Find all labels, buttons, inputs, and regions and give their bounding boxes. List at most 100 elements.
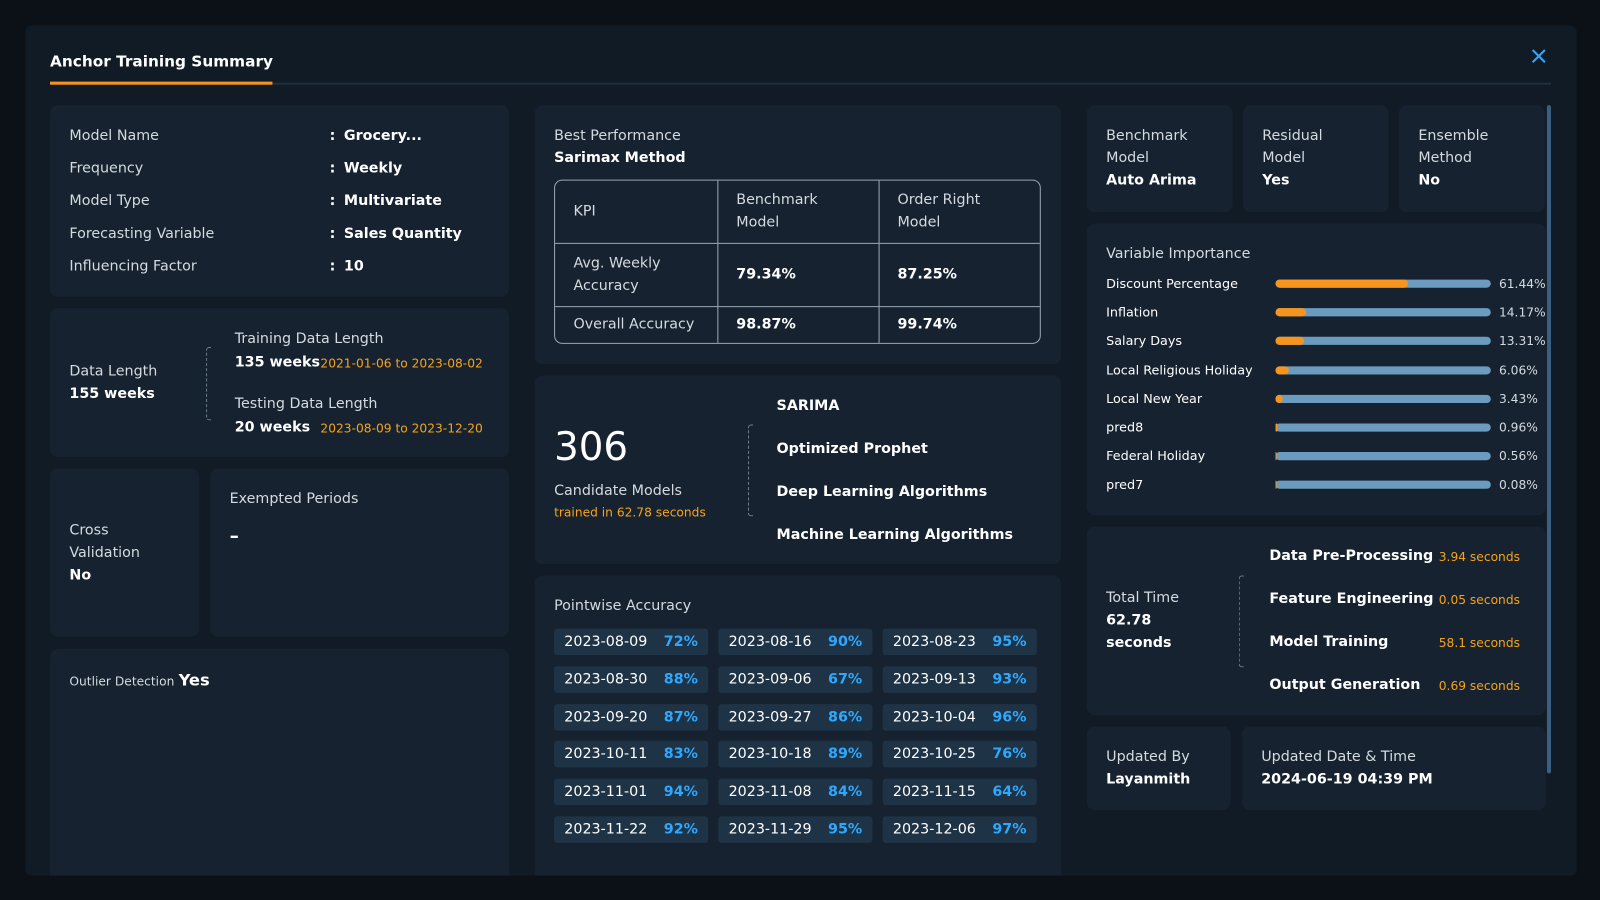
label: Cross Validation: [69, 522, 140, 562]
method: Machine Learning Algorithms: [776, 526, 1013, 543]
label: Testing Data Length: [234, 395, 378, 413]
step-time: 0.05 seconds: [1438, 592, 1520, 608]
field-label: Forecasting Variable: [69, 225, 215, 242]
variable-importance-panel: Variable Importance Discount Percentage 61…: [1086, 223, 1546, 516]
scrollbar[interactable]: [1546, 105, 1552, 774]
variable-name: Local New Year: [1106, 390, 1203, 406]
label: Total Time: [1106, 589, 1179, 607]
field-value: 10: [343, 258, 364, 275]
variable-name: Inflation: [1106, 304, 1159, 320]
step-time: 0.69 seconds: [1438, 678, 1520, 693]
percent: 67%: [828, 671, 863, 688]
table-cell: 87.25%: [879, 244, 1040, 308]
percent: 93%: [992, 671, 1027, 688]
percent: 94%: [663, 783, 698, 801]
accuracy-chip: 2023-11-08 84%: [718, 778, 873, 806]
label: Updated By: [1106, 748, 1190, 766]
variable-name: pred8: [1106, 419, 1144, 435]
accuracy-chip: 2023-09-06 67%: [718, 666, 873, 693]
bar-track: [1275, 337, 1491, 346]
date: 2023-09-20: [564, 708, 648, 726]
variable-name: Local Religious Holiday: [1106, 361, 1253, 378]
value: Layanmith: [1106, 771, 1191, 788]
accuracy-chip: 2023-10-11 83%: [554, 741, 709, 768]
value: No: [1418, 172, 1441, 189]
accuracy-chip: 2023-10-25 76%: [882, 741, 1037, 768]
value-label: 0.08%: [1498, 477, 1538, 493]
step-name: Output Generation: [1269, 676, 1421, 693]
value: 135 weeks: [234, 354, 321, 371]
accuracy-chip: 2023-08-16 90%: [718, 628, 873, 656]
bar-track: [1275, 452, 1491, 461]
accuracy-chip: 2023-11-01 94%: [554, 778, 709, 806]
label: Residual Model: [1262, 127, 1323, 167]
date: 2023-12-06: [892, 821, 976, 838]
value: –: [229, 525, 239, 547]
date: 2023-11-08: [728, 783, 812, 801]
field-value: Multivariate: [343, 192, 442, 210]
step-time: 3.94 seconds: [1438, 549, 1520, 565]
total-time-panel: Total Time 62.78 seconds Data Pre-Processi…: [1086, 526, 1546, 716]
label: Outlier Detection: [69, 674, 175, 689]
accuracy-chip: 2023-10-04 96%: [882, 703, 1037, 731]
percent: 89%: [828, 746, 863, 763]
value: Sarimax Method: [554, 149, 686, 167]
value-label: 14.17%: [1498, 305, 1546, 320]
percent: 86%: [828, 708, 863, 726]
note: trained in 62.78 seconds: [554, 505, 706, 520]
bracket: [206, 346, 212, 421]
exempted-periods-panel: Exempted Periods –: [210, 468, 510, 637]
bar-track: [1275, 308, 1491, 317]
percent: 72%: [663, 633, 698, 650]
accuracy-chip: 2023-11-29 95%: [718, 816, 873, 843]
bar: [1275, 308, 1307, 317]
date: 2023-08-30: [564, 671, 648, 688]
value: Auto Arima: [1106, 172, 1197, 189]
table-row: Overall Accuracy 98.87% 99.74%: [555, 307, 1040, 343]
value: No: [69, 567, 92, 584]
modal: Anchor Training Summary Model Name: Groce…: [25, 25, 1577, 876]
value: 62.78 seconds: [1106, 612, 1172, 652]
bar: [1275, 452, 1277, 461]
count: 306: [554, 424, 629, 470]
date: 2023-10-18: [728, 746, 812, 763]
value-label: 3.43%: [1498, 391, 1538, 406]
field-value: Sales Quantity: [343, 225, 462, 242]
table-cell: 99.74%: [897, 316, 957, 334]
updated-by-panel: Updated By Layanmith: [1086, 726, 1231, 811]
value-label: 0.96%: [1498, 420, 1538, 435]
variable-name: Salary Days: [1106, 333, 1183, 349]
table-cell: KPI: [555, 180, 718, 244]
variable-name: pred7: [1106, 476, 1144, 493]
date: 2023-09-13: [892, 671, 976, 688]
step-name: Model Training: [1269, 633, 1389, 650]
field-label: Model Name: [69, 127, 159, 144]
label: Data Length: [69, 363, 158, 380]
percent: 95%: [828, 821, 863, 838]
accuracy-chip: 2023-08-09 72%: [554, 628, 709, 656]
label: Benchmark Model: [1106, 127, 1188, 167]
date: 2023-08-23: [892, 633, 976, 650]
close-button[interactable]: [1531, 49, 1546, 63]
method: Optimized Prophet: [776, 440, 928, 458]
outlier-panel: Outlier DetectionYes02004007352021-01-06…: [49, 648, 510, 876]
method: Deep Learning Algorithms: [776, 483, 988, 500]
percent: 76%: [992, 746, 1027, 763]
label: Updated Date & Time: [1261, 748, 1416, 766]
percent: 83%: [663, 746, 698, 763]
data-length-panel: Data Length 155 weeks Training Data Length…: [49, 308, 510, 458]
percent: 84%: [828, 783, 863, 801]
bar-track: [1275, 279, 1491, 288]
residual-panel: Residual Model Yes: [1242, 105, 1389, 213]
date: 2023-11-22: [564, 821, 648, 838]
percent: 87%: [663, 708, 698, 726]
percent: 97%: [992, 821, 1027, 838]
table-cell: Avg. Weekly Accuracy: [555, 243, 718, 308]
date: 2023-11-29: [728, 821, 812, 838]
percent: 64%: [992, 783, 1027, 801]
modal-title: Anchor Training Summary: [49, 52, 273, 71]
benchmark-panel: Benchmark Model Auto Arima: [1086, 105, 1233, 213]
bar-track: [1275, 394, 1491, 403]
accuracy-chip: 2023-09-20 87%: [554, 703, 709, 731]
percent: 88%: [663, 671, 698, 688]
